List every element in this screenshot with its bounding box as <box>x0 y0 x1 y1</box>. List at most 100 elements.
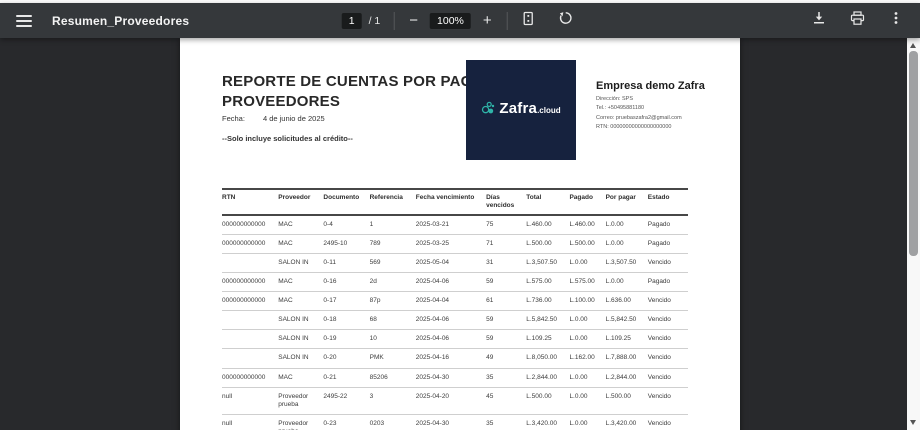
scroll-up-icon[interactable] <box>910 43 916 48</box>
table-cell: 0-19 <box>323 329 370 350</box>
table-cell: 2025-04-06 <box>415 272 487 293</box>
table-cell: 0-21 <box>323 368 370 388</box>
credit-note: --Solo incluye solicitudes al crédito-- <box>222 134 353 143</box>
table-row: 000000000000 MAC 0-17 87p 2025-04-04 61 L.736.… <box>222 291 688 312</box>
menu-icon[interactable] <box>16 14 32 27</box>
table-cell: L.100.00 <box>569 291 606 312</box>
table-cell <box>222 329 279 350</box>
table-cell: Vencido <box>647 414 688 430</box>
table-cell: L.0.00 <box>569 414 606 430</box>
table-cell: L.736.00 <box>526 291 570 312</box>
scroll-down-icon[interactable] <box>910 420 916 425</box>
table-cell: null <box>222 387 279 415</box>
table-row: 000000000000 MAC 0-21 85206 2025-04-30 35 L.2,… <box>222 368 688 388</box>
date-value: 4 de junio de 2025 <box>262 114 325 123</box>
report-date: Fecha: 4 de junio de 2025 <box>222 114 325 123</box>
window-top-edge <box>0 0 920 3</box>
table-cell: L.5,842.50 <box>605 310 648 331</box>
table-cell: Pagado <box>647 214 688 235</box>
table-cell: L.3,507.50 <box>526 253 570 273</box>
table-cell: 45 <box>486 387 527 415</box>
table-cell: L.0.00 <box>569 368 606 388</box>
table-cell: L.3,507.50 <box>605 253 648 273</box>
table-cell: Vencido <box>647 253 688 273</box>
table-cell: 000000000000 <box>222 291 279 312</box>
table-cell <box>222 253 279 273</box>
accounts-payable-table-wrap: RTN Proveedor Documento Referencia Fecha ven… <box>222 188 688 430</box>
toolbar-divider <box>393 11 395 30</box>
company-address: Dirección: SPS <box>596 95 633 102</box>
table-cell: L.8,050.00 <box>526 348 570 369</box>
column-header: Estado <box>647 188 688 216</box>
table-cell: MAC <box>278 291 324 312</box>
table-cell: Vencido <box>647 310 688 331</box>
table-cell: 0-20 <box>323 348 370 369</box>
table-cell: L.109.25 <box>526 329 570 350</box>
toolbar-center-controls: 1 / 1 − 100% + <box>341 3 574 38</box>
scrollbar-thumb[interactable] <box>909 51 918 256</box>
table-cell: 71 <box>486 234 527 254</box>
more-options-button[interactable] <box>888 10 904 31</box>
table-cell: 0-11 <box>323 253 370 273</box>
fit-to-page-button[interactable] <box>521 11 536 31</box>
zoom-level-value: 100% <box>430 12 471 29</box>
table-cell: L.500.00 <box>605 387 648 415</box>
table-cell: L.0.00 <box>569 253 606 273</box>
toolbar-right-controls <box>811 3 904 38</box>
table-row: 000000000000 MAC 0-4 1 2025-03-21 75 L.460.00 L… <box>222 214 688 235</box>
fit-to-page-icon <box>521 11 536 31</box>
table-cell: 59 <box>486 329 527 350</box>
company-logo: Zafra .cloud <box>466 60 576 160</box>
zoom-in-button[interactable]: + <box>482 12 492 29</box>
table-cell: Vencido <box>647 329 688 350</box>
table-cell: 789 <box>369 234 416 254</box>
table-cell: 85206 <box>369 368 416 388</box>
download-button[interactable] <box>811 10 827 31</box>
table-cell: 2495-10 <box>323 234 370 254</box>
logo-suffix-text: .cloud <box>537 105 561 115</box>
table-cell: L.0.00 <box>569 310 606 331</box>
table-cell: SALON IN <box>278 253 324 273</box>
table-cell: 49 <box>486 348 527 369</box>
table-cell: 2025-04-30 <box>415 414 487 430</box>
table-cell: 0203 <box>369 414 416 430</box>
table-cell: L.0.00 <box>605 272 648 293</box>
table-cell: Vencido <box>647 348 688 369</box>
table-cell: 2495-22 <box>323 387 370 415</box>
table-cell: 0-16 <box>323 272 370 293</box>
table-cell: 569 <box>369 253 416 273</box>
zoom-out-button[interactable]: − <box>409 12 419 29</box>
column-header: Total <box>526 188 570 216</box>
table-cell: Vencido <box>647 387 688 415</box>
company-email: Correo: pruebaszafra2@gmail.com <box>596 114 682 121</box>
company-phone: Tel.: +50495881180 <box>596 105 645 112</box>
table-cell: Proveedor prueba <box>278 414 324 430</box>
column-header: RTN <box>222 188 279 216</box>
table-cell: 0-23 <box>323 414 370 430</box>
vertical-scrollbar[interactable] <box>907 38 920 430</box>
table-cell: 000000000000 <box>222 234 279 254</box>
document-title: Resumen_Proveedores <box>52 13 190 28</box>
rotate-button[interactable] <box>558 10 574 31</box>
table-cell: L.2,844.00 <box>605 368 648 388</box>
table-cell: 1 <box>369 214 416 235</box>
rotate-counterclockwise-icon <box>558 10 574 31</box>
table-cell: SALON IN <box>278 310 324 331</box>
table-cell: null <box>222 414 279 430</box>
table-cell: L.636.00 <box>605 291 648 312</box>
table-cell: Pagado <box>647 234 688 254</box>
print-button[interactable] <box>849 10 866 32</box>
page-number-input[interactable]: 1 <box>341 12 362 29</box>
column-header: Proveedor <box>278 188 324 216</box>
table-cell: 0-4 <box>323 214 370 235</box>
table-cell: 68 <box>369 310 416 331</box>
pdf-page: REPORTE DE CUENTAS POR PAGAR PROVEEDORES… <box>180 38 740 430</box>
column-header: Días vencidos <box>486 188 527 216</box>
table-cell: 75 <box>486 214 527 235</box>
table-cell: 35 <box>486 414 527 430</box>
table-row: 000000000000 MAC 0-16 2d 2025-04-06 59 L.575.0… <box>222 272 688 293</box>
table-cell: 59 <box>486 310 527 331</box>
table-cell: 59 <box>486 272 527 293</box>
company-name: Empresa demo Zafra <box>596 80 705 92</box>
table-cell: Vencido <box>647 291 688 312</box>
